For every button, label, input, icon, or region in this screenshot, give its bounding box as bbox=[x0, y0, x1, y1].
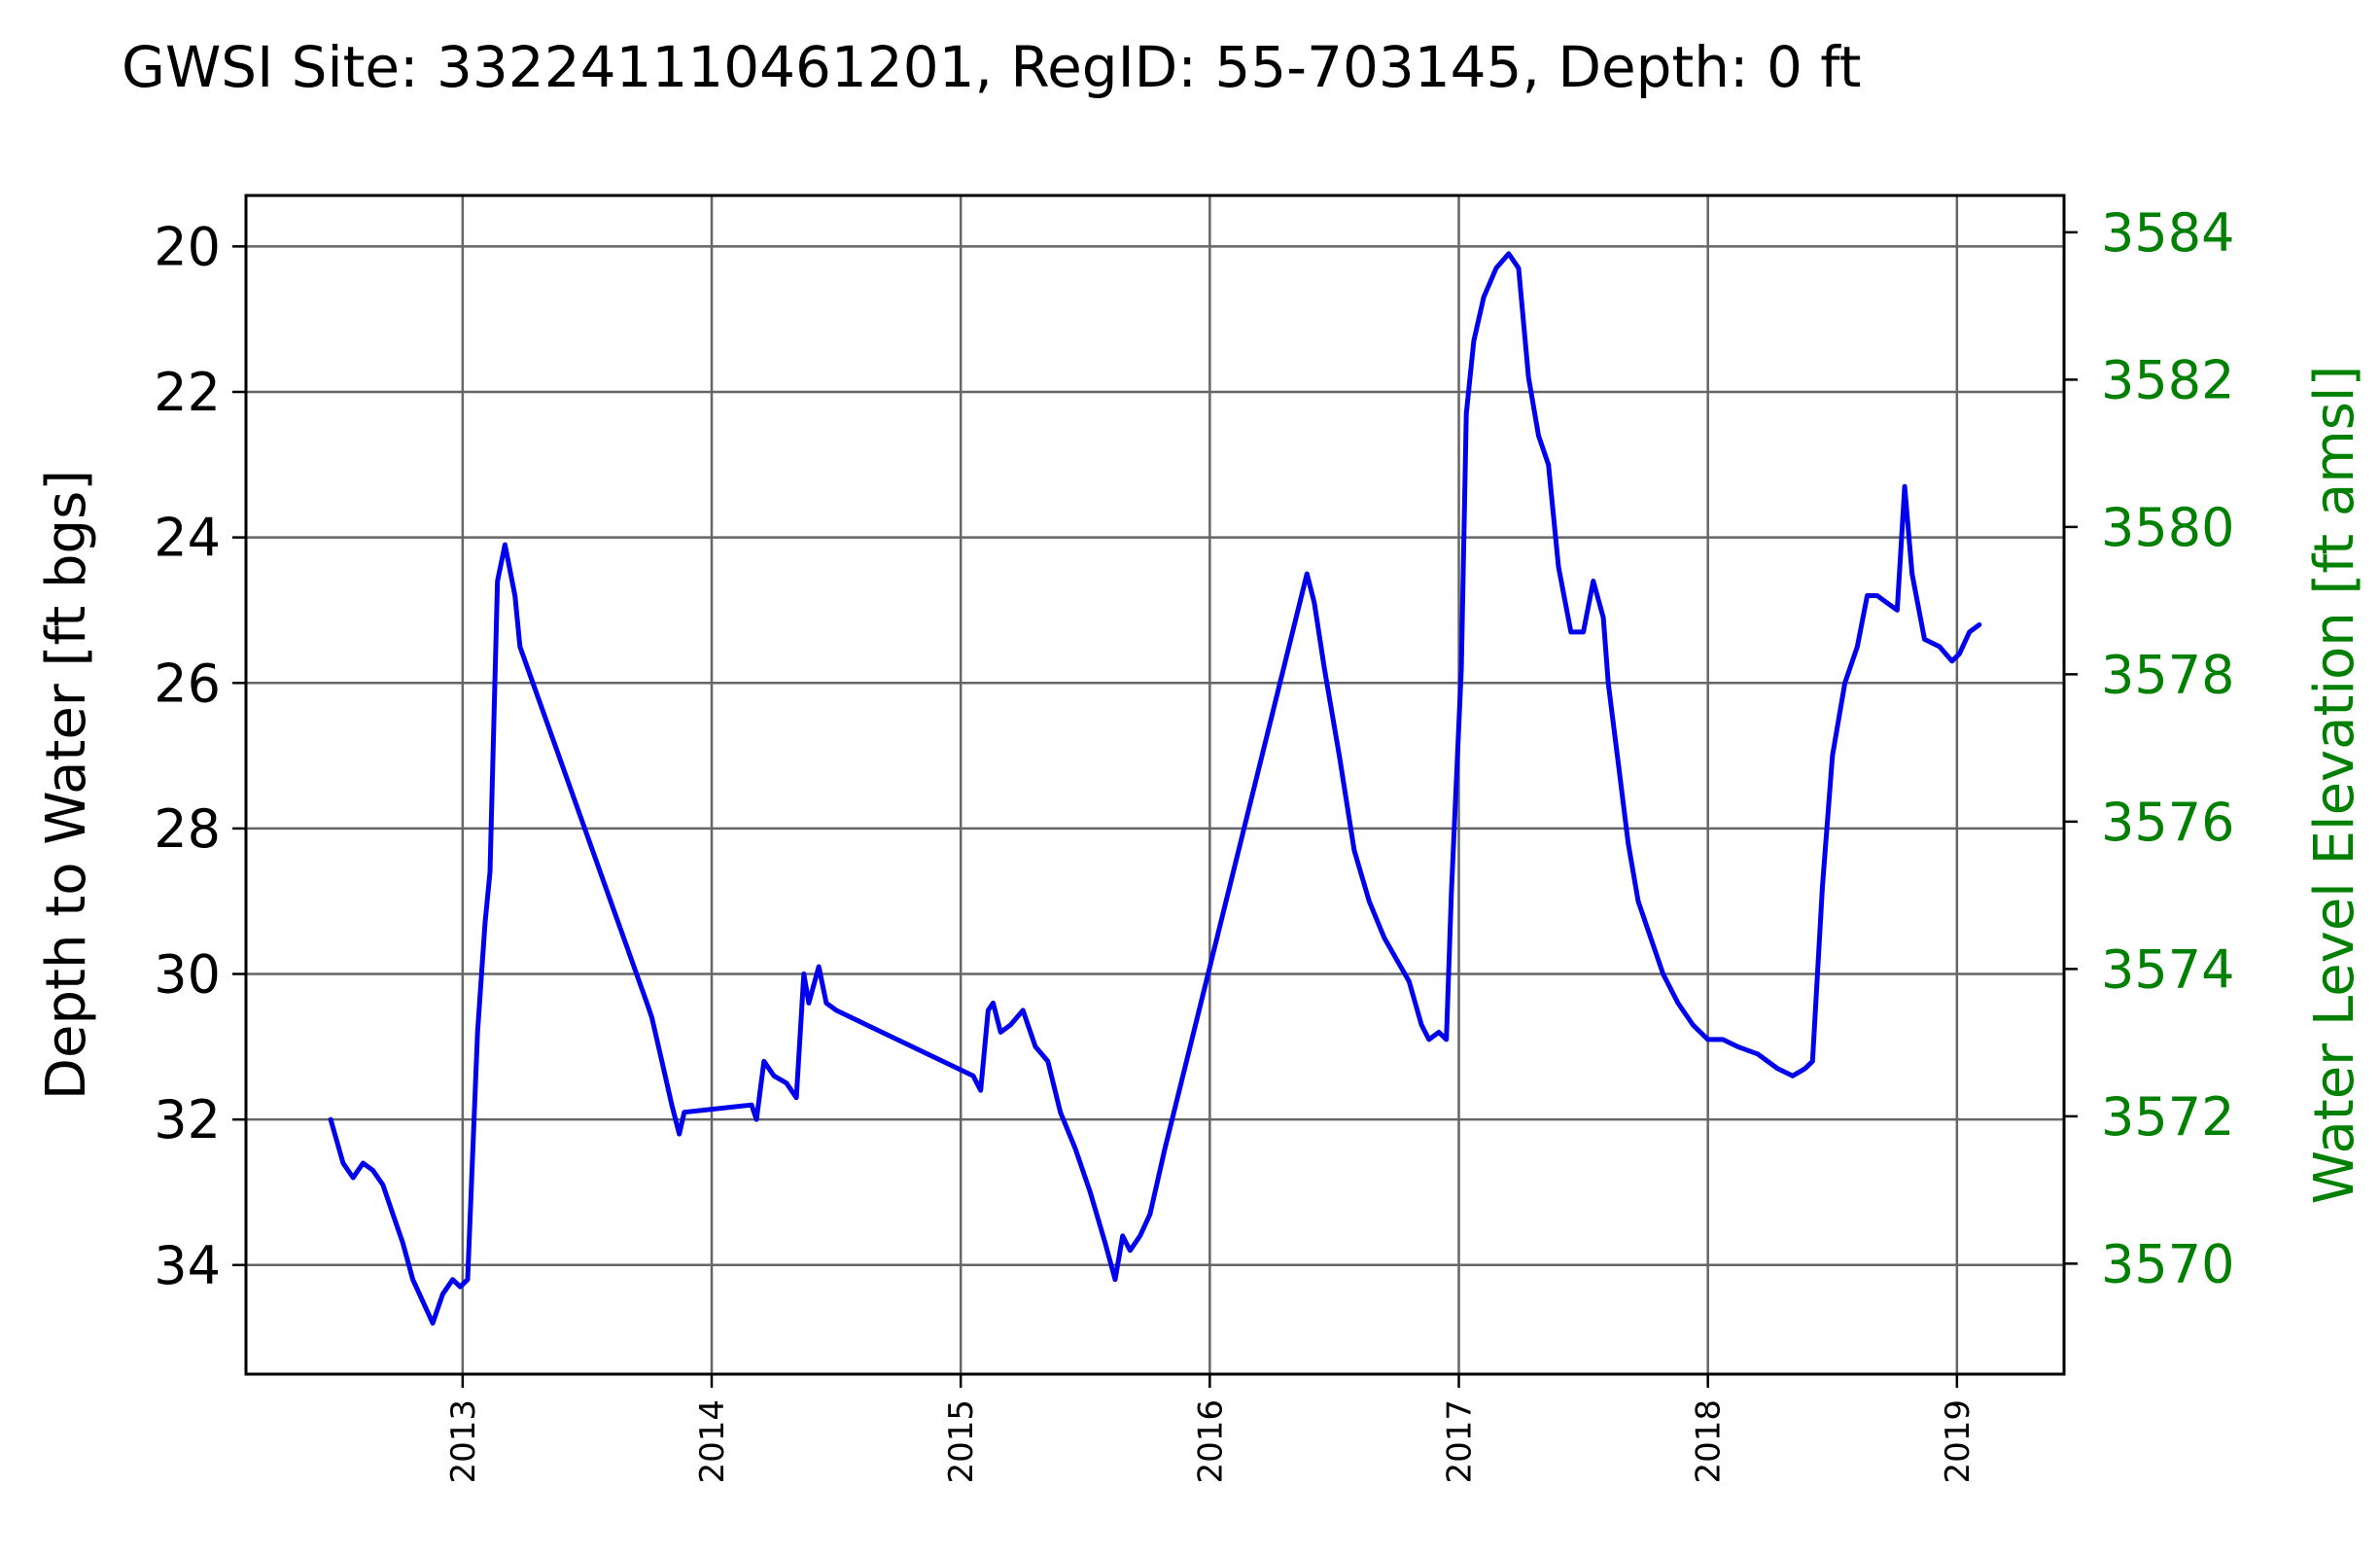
y-tick-label: 26 bbox=[154, 653, 221, 714]
x-tick-label: 2014 bbox=[693, 1399, 732, 1484]
y-tick-label: 28 bbox=[154, 798, 221, 860]
series-line-0 bbox=[328, 251, 1982, 1326]
y-axis-label: Depth to Water [ft bgs] bbox=[35, 470, 98, 1100]
y2-tick-label: 3574 bbox=[2101, 938, 2234, 1000]
y2-tick-label: 3578 bbox=[2101, 644, 2234, 705]
x-tick-label: 2013 bbox=[444, 1399, 483, 1484]
y2-tick-label: 3570 bbox=[2101, 1233, 2234, 1294]
y-tick-label: 34 bbox=[154, 1235, 221, 1296]
y-axis: 20 22 24 26 28 30 32 34 bbox=[154, 216, 246, 1296]
y-tick-label: 30 bbox=[154, 944, 221, 1006]
x-axis: 2013 2014 2015 2016 2017 2018 2019 bbox=[444, 1374, 1978, 1484]
y-tick-label: 20 bbox=[154, 216, 221, 277]
y-tick-label: 22 bbox=[154, 362, 221, 423]
y2-tick-label: 3576 bbox=[2101, 792, 2234, 853]
y2-tick-label: 3584 bbox=[2101, 202, 2234, 264]
x-tick-label: 2019 bbox=[1939, 1399, 1978, 1484]
y-tick-label: 24 bbox=[154, 508, 221, 569]
chart-title: GWSI Site: 332241110461201, RegID: 55-70… bbox=[122, 34, 1861, 100]
y2-tick-label: 3580 bbox=[2101, 497, 2234, 558]
x-tick-label: 2018 bbox=[1690, 1399, 1729, 1484]
plot-frame bbox=[244, 194, 2066, 1376]
series-layer bbox=[328, 251, 1982, 1326]
y2-tick-label: 3572 bbox=[2101, 1086, 2234, 1148]
y2-axis: 3570 3572 3574 3576 3578 3580 3582 3584 bbox=[2064, 202, 2234, 1294]
y2-tick-label: 3582 bbox=[2101, 349, 2234, 410]
x-tick-label: 2015 bbox=[942, 1399, 981, 1484]
y-tick-label: 32 bbox=[154, 1089, 221, 1150]
x-tick-label: 2016 bbox=[1191, 1399, 1230, 1484]
x-tick-label: 2017 bbox=[1441, 1399, 1480, 1484]
grid bbox=[246, 195, 2064, 1374]
y2-axis-label: Water Level Elevation [ft amsl] bbox=[2303, 366, 2366, 1205]
